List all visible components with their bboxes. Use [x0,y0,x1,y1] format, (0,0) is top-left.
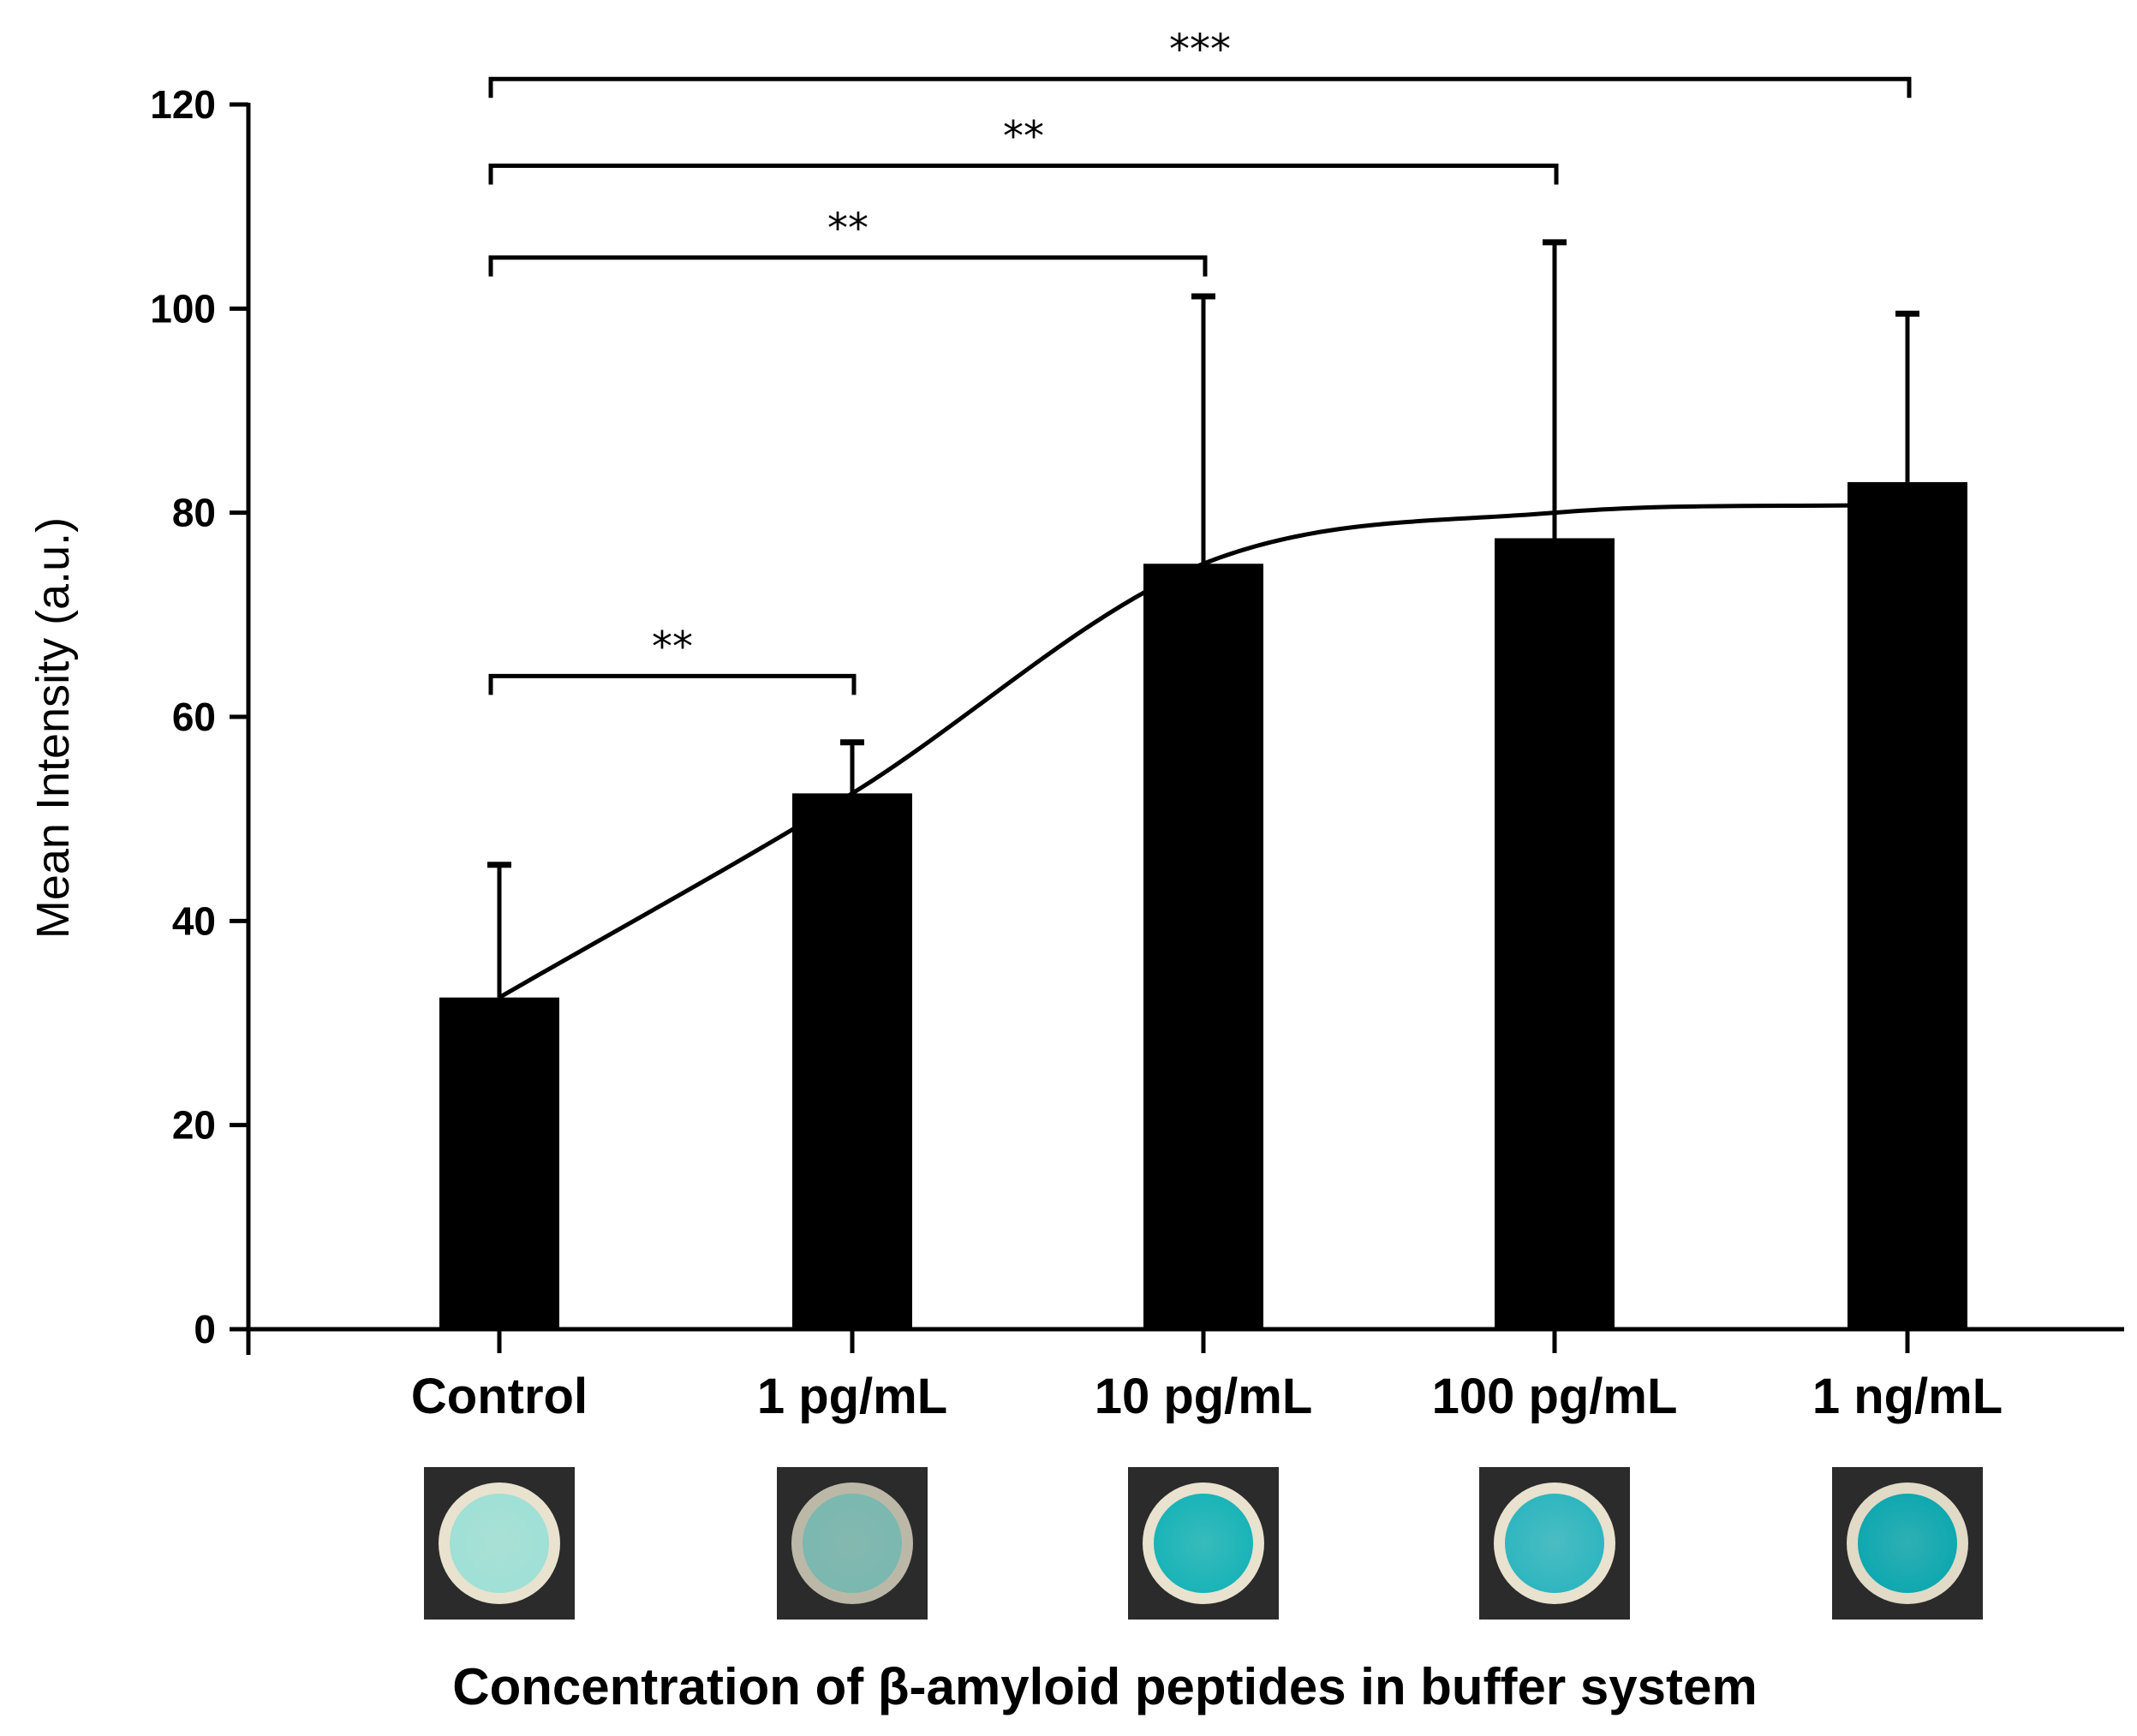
y-tick-label-0: 0 [194,1307,216,1351]
x-tick-label-1: 1 pg/mL [757,1369,947,1424]
significance-label-1: ** [827,205,869,253]
y-tick-label-20: 20 [172,1103,216,1148]
x-tick-label-3: 100 pg/mL [1432,1369,1678,1424]
bar-3 [1495,538,1615,1329]
x-tick-label-0: Control [411,1369,588,1424]
x-axis-title: Concentration of β-amyloid peptides in b… [452,1658,1757,1715]
significance-bracket-3 [488,76,1912,98]
significance-label-3: *** [1169,26,1231,74]
x-tick-label-4: 1 ng/mL [1812,1369,2003,1424]
significance-bracket-1 [488,255,1208,277]
y-tick-label-40: 40 [172,898,216,943]
sample-photo-2 [1128,1467,1279,1620]
significance-label-2: ** [1003,113,1044,161]
sample-spot [450,1494,549,1593]
fit-curve [498,502,1908,999]
bar-2 [1143,564,1263,1329]
y-axis-title: Mean Intensity (a.u.) [27,517,79,939]
y-tick-label-100: 100 [150,286,216,331]
y-tick-label-120: 120 [150,82,216,127]
bar-4 [1847,481,1967,1329]
sample-spot [1858,1494,1957,1593]
bar-0 [439,997,559,1329]
sample-photo-1 [777,1467,928,1620]
significance-bracket-0 [488,673,857,695]
y-tick-label-80: 80 [172,491,216,535]
sample-spot [803,1494,902,1593]
sample-spot [1154,1494,1253,1593]
sample-photo-0 [424,1467,575,1620]
sample-photo-4 [1832,1467,1983,1620]
significance-bracket-2 [488,164,1559,185]
significance-label-0: ** [652,623,693,671]
sample-photo-3 [1479,1467,1630,1620]
y-tick-label-60: 60 [172,695,216,739]
bar-1 [792,793,912,1329]
x-tick-label-2: 10 pg/mL [1095,1369,1313,1424]
sample-spot [1505,1494,1604,1593]
